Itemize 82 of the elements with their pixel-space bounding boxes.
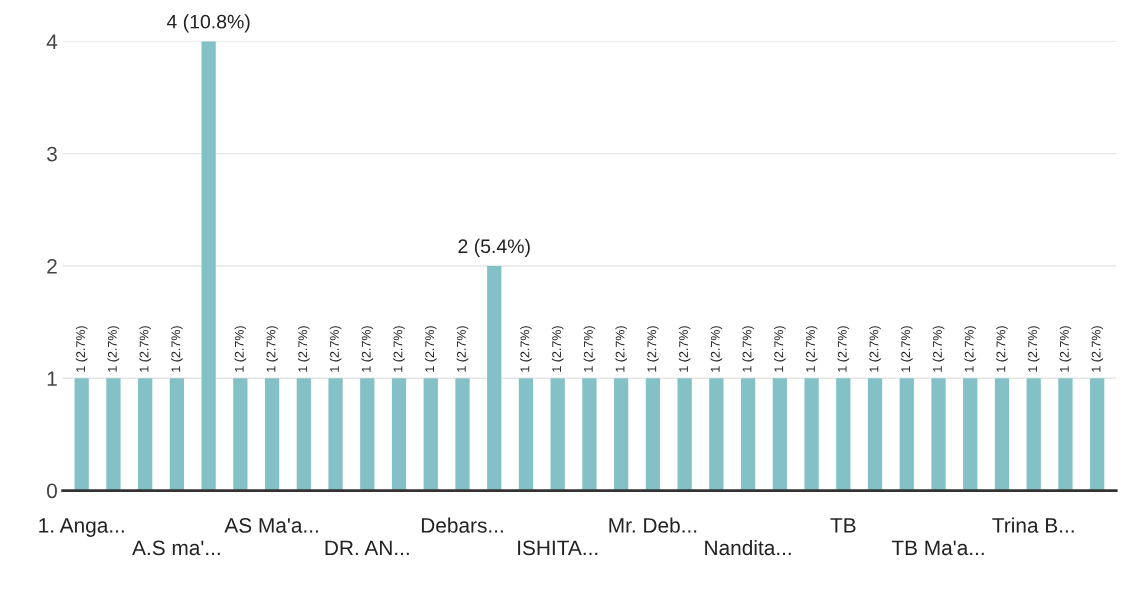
bar xyxy=(169,378,185,491)
x-tick-label: 1. Anga... xyxy=(39,518,124,537)
data-label: 1 (2.7%) xyxy=(647,326,659,372)
data-label: 1 (2.7%) xyxy=(1027,326,1040,372)
bar xyxy=(138,378,153,491)
bar xyxy=(201,41,216,491)
bar xyxy=(804,378,819,491)
bar xyxy=(931,378,946,491)
bar xyxy=(264,378,280,491)
data-label: 1 (2.7%) xyxy=(520,326,532,372)
bar xyxy=(1026,378,1041,491)
bar xyxy=(455,378,470,491)
data-label: 2 (5.4%) xyxy=(458,238,530,257)
bar xyxy=(1090,378,1105,491)
y-tick-label: 1 xyxy=(47,371,57,386)
x-tick-label: Mr. Deb... xyxy=(609,517,697,533)
data-label: 1 (2.7%) xyxy=(900,326,913,372)
bar xyxy=(487,265,502,491)
data-label: 1 (2.7%) xyxy=(75,326,88,372)
bar xyxy=(296,378,311,491)
data-label: 1 (2.7%) xyxy=(678,326,691,372)
data-label: 1 (2.7%) xyxy=(266,326,278,372)
data-label: 1 (2.7%) xyxy=(329,326,342,372)
data-label: 1 (2.7%) xyxy=(107,326,120,372)
data-label: 1 (2.7%) xyxy=(964,326,977,372)
x-tick-label: ISHITA... xyxy=(518,540,598,556)
data-label: 1 (2.7%) xyxy=(456,326,469,372)
bar xyxy=(994,378,1010,491)
bar xyxy=(614,378,629,491)
data-label: 1 (2.7%) xyxy=(615,326,627,372)
bar xyxy=(518,378,534,491)
bar xyxy=(106,378,121,491)
data-label: 1 (2.7%) xyxy=(869,326,881,372)
y-tick-label: 3 xyxy=(46,146,57,162)
bar xyxy=(963,378,978,491)
x-tick-label: A.S ma'... xyxy=(132,540,220,556)
bar xyxy=(836,378,851,491)
bar xyxy=(899,378,914,491)
bar xyxy=(74,378,89,491)
x-tick-label: Trina B... xyxy=(992,517,1074,533)
data-label: 1 (2.7%) xyxy=(298,326,310,372)
data-label: 1 (2.7%) xyxy=(996,326,1008,372)
bar xyxy=(677,378,692,491)
x-tick-label: AS Ma'a... xyxy=(224,518,318,533)
data-label: 1 (2.7%) xyxy=(837,326,850,372)
data-label: 1 (2.7%) xyxy=(361,326,374,372)
y-tick-label: 0 xyxy=(47,483,57,499)
data-label: 1 (2.7%) xyxy=(742,326,754,372)
x-tick-label: TB Ma'a... xyxy=(891,540,984,556)
y-tick-label: 2 xyxy=(47,258,57,274)
x-tick-label: DR. AN... xyxy=(325,540,409,556)
data-label: 1 (2.7%) xyxy=(1091,326,1103,372)
bar xyxy=(772,378,787,491)
data-label: 1 (2.7%) xyxy=(234,326,247,372)
bar xyxy=(1058,378,1073,491)
bar xyxy=(391,378,407,491)
data-label: 1 (2.7%) xyxy=(551,326,564,372)
data-label: 1 (2.7%) xyxy=(774,326,786,372)
bar xyxy=(550,378,565,491)
bar xyxy=(233,378,248,491)
data-label: 1 (2.7%) xyxy=(932,326,945,372)
data-label: 1 (2.7%) xyxy=(583,326,596,372)
bar xyxy=(328,378,343,491)
bar xyxy=(867,378,883,491)
data-label: 1 (2.7%) xyxy=(424,326,437,372)
bar xyxy=(582,378,597,491)
bar xyxy=(423,378,438,491)
bar xyxy=(360,378,375,491)
bar xyxy=(645,378,661,491)
bar xyxy=(709,378,724,491)
data-label: 1 (2.7%) xyxy=(393,326,405,372)
y-tick-label: 4 xyxy=(46,34,58,49)
x-tick-label: Debars... xyxy=(421,517,503,533)
data-label: 1 (2.7%) xyxy=(805,326,818,372)
data-label: 4 (10.8%) xyxy=(166,14,250,33)
data-label: 1 (2.7%) xyxy=(139,326,151,372)
data-label: 1 (2.7%) xyxy=(710,326,723,372)
bar xyxy=(740,378,756,491)
x-tick-label: Nandita... xyxy=(705,539,791,556)
x-tick-label: TB xyxy=(830,518,856,533)
data-label: 1 (2.7%) xyxy=(171,326,183,372)
data-label: 1 (2.7%) xyxy=(1059,326,1072,372)
